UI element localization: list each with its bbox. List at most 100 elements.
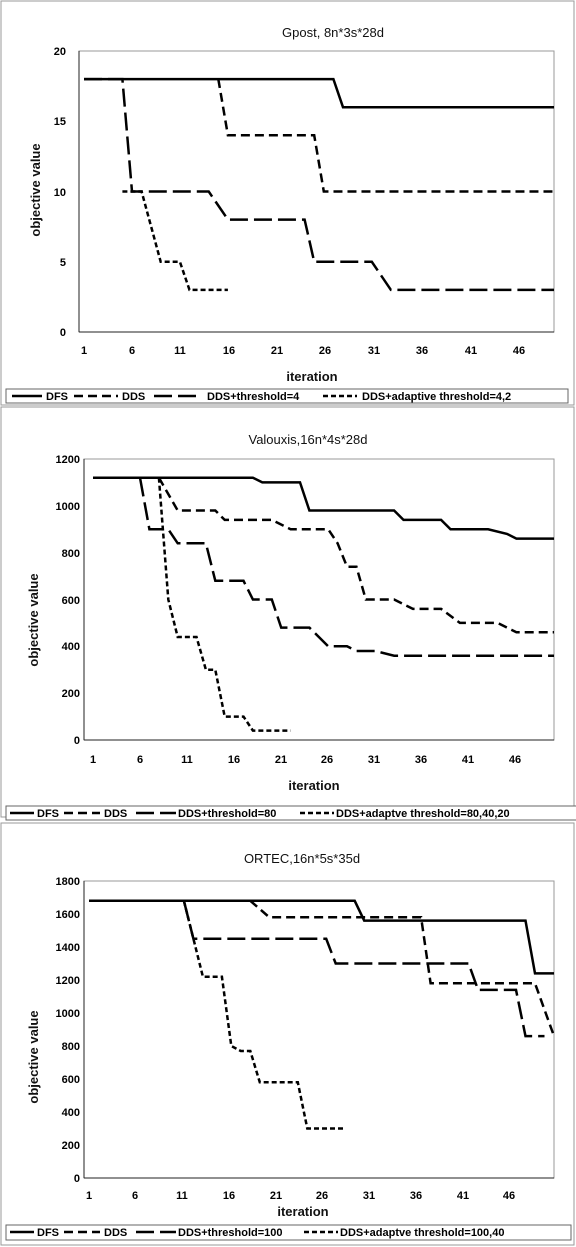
x-tick-labels: 1 6 11 16 21 26 31 36 41 46	[81, 345, 525, 357]
series-line-dfs	[84, 77, 554, 109]
y-axis: 0 200 400 600 800 1000 1200 1400 1600 18…	[56, 876, 85, 1185]
series-line-dds-adaptive-threshold-4-2	[122, 190, 228, 292]
x-tick-label: 46	[503, 1190, 515, 1202]
x-tick-label: 11	[174, 345, 186, 357]
x-axis-label: iteration	[277, 1204, 328, 1219]
legend-label-dfs: DFS	[46, 391, 68, 403]
x-axis: 1 6 11 16 21 26 31 36 41 46	[84, 739, 554, 766]
series-line-dds-adaptve-threshold-100-40	[182, 900, 346, 1130]
x-tick-label: 46	[509, 754, 521, 766]
y-axis-label: objective value	[26, 573, 41, 666]
y-tick-label: 600	[62, 1074, 80, 1086]
x-tick-label: 41	[465, 345, 477, 357]
x-tick-label: 6	[132, 1190, 138, 1202]
panel-border	[0, 822, 575, 1246]
legend-label-dfs: DFS	[37, 1227, 59, 1239]
y-tick-label: 1800	[56, 876, 80, 888]
x-axis: 1 6 11 16 21 26 31 36 41 46	[79, 331, 554, 357]
series-layer	[89, 899, 556, 1130]
panel-border	[0, 406, 575, 818]
x-axis-label: iteration	[288, 778, 339, 793]
x-tick-label: 36	[410, 1190, 422, 1202]
series-line-dfs	[89, 899, 554, 975]
x-tick-labels: 1 6 11 16 21 26 31 36 41 46	[86, 1190, 515, 1202]
y-tick-label: 20	[54, 46, 66, 58]
y-tick-labels: 0 5 10 15 20	[54, 46, 66, 339]
series-line-dds-threshold-100	[89, 899, 545, 1038]
x-tick-label: 21	[271, 345, 283, 357]
x-tick-label: 1	[90, 754, 96, 766]
legend-box	[5, 805, 576, 821]
chart-panel-ortec: ORTEC,16n*5s*35d objective value iterati…	[0, 822, 575, 1246]
chart-title: Gpost, 8n*3s*28d	[282, 25, 384, 40]
x-tick-label: 16	[223, 345, 235, 357]
x-tick-label: 1	[81, 345, 87, 357]
x-tick-label: 41	[462, 754, 474, 766]
legend-label-dfs: DFS	[37, 808, 59, 820]
x-tick-label: 36	[415, 754, 427, 766]
x-tick-label: 26	[316, 1190, 328, 1202]
x-tick-label: 26	[321, 754, 333, 766]
series-line-dds-adaptve-threshold-80-40-20	[157, 477, 291, 732]
y-tick-label: 1200	[56, 975, 80, 987]
y-tick-label: 1200	[56, 454, 80, 466]
legend: DFS DDS DDS+threshold=100 DDS+adaptve th…	[5, 1224, 572, 1241]
x-tick-label: 6	[129, 345, 135, 357]
x-tick-label: 21	[275, 754, 287, 766]
y-tick-label: 10	[54, 187, 66, 199]
x-tick-label: 31	[368, 754, 380, 766]
x-tick-label: 16	[223, 1190, 235, 1202]
legend-label-dds-adaptive: DDS+adaptive threshold=4,2	[362, 391, 511, 403]
y-tick-label: 200	[62, 1140, 80, 1152]
x-tick-label: 11	[176, 1190, 188, 1202]
y-tick-label: 1400	[56, 942, 80, 954]
y-tick-label: 800	[62, 1041, 80, 1053]
x-tick-label: 6	[137, 754, 143, 766]
y-tick-label: 0	[60, 327, 66, 339]
panel-border	[0, 0, 575, 406]
legend-label-dds: DDS	[122, 391, 145, 403]
y-tick-label: 400	[62, 1107, 80, 1119]
y-tick-label: 0	[74, 1173, 80, 1185]
series-line-dds	[157, 477, 554, 634]
x-tick-label: 46	[513, 345, 525, 357]
x-tick-label: 41	[457, 1190, 469, 1202]
y-tick-label: 800	[62, 548, 80, 560]
series-line-dds-threshold-4	[84, 77, 554, 292]
y-tick-label: 1600	[56, 909, 80, 921]
legend-label-dds-threshold: DDS+threshold=100	[178, 1227, 283, 1239]
chart-panel-gpost: Gpost, 8n*3s*28d objective value iterati…	[0, 0, 575, 406]
legend-box	[5, 388, 569, 404]
y-tick-labels: 0 200 400 600 800 1000 1200	[56, 454, 80, 747]
legend: DFS DDS DDS+threshold=4 DDS+adaptive thr…	[5, 388, 569, 404]
y-tick-labels: 0 200 400 600 800 1000 1200 1400 1600 18…	[56, 876, 80, 1185]
y-tick-label: 15	[54, 116, 66, 128]
legend-label-dds-threshold: DDS+threshold=80	[178, 808, 276, 820]
x-tick-label: 16	[228, 754, 240, 766]
series-line-dds-threshold-80	[93, 476, 554, 657]
series-line-dds	[217, 78, 554, 193]
legend-label-dds-threshold: DDS+threshold=4	[207, 391, 300, 403]
x-tick-label: 31	[363, 1190, 375, 1202]
y-tick-label: 600	[62, 595, 80, 607]
chart-panel-valouxis: Valouxis,16n*4s*28d objective value iter…	[0, 406, 576, 821]
x-tick-label: 11	[181, 754, 193, 766]
legend-box	[5, 1224, 572, 1241]
y-tick-label: 1000	[56, 1008, 80, 1020]
y-tick-label: 0	[74, 735, 80, 747]
chart-title: Valouxis,16n*4s*28d	[248, 432, 367, 447]
series-layer	[84, 77, 554, 292]
y-tick-label: 400	[62, 641, 80, 653]
x-tick-labels: 1 6 11 16 21 26 31 36 41 46	[90, 754, 521, 766]
legend-label-dds-adaptive: DDS+adaptve threshold=100,40	[340, 1227, 504, 1239]
y-axis-label: objective value	[26, 1010, 41, 1103]
x-axis: 1 6 11 16 21 26 31 36 41 46	[84, 1177, 554, 1202]
y-axis: 0 200 400 600 800 1000 1200	[56, 454, 85, 747]
y-tick-label: 1000	[56, 501, 80, 513]
legend-label-dds: DDS	[104, 1227, 127, 1239]
series-line-dds	[249, 899, 556, 1037]
y-tick-label: 200	[62, 688, 80, 700]
y-tick-label: 5	[60, 257, 66, 269]
x-tick-label: 21	[270, 1190, 282, 1202]
